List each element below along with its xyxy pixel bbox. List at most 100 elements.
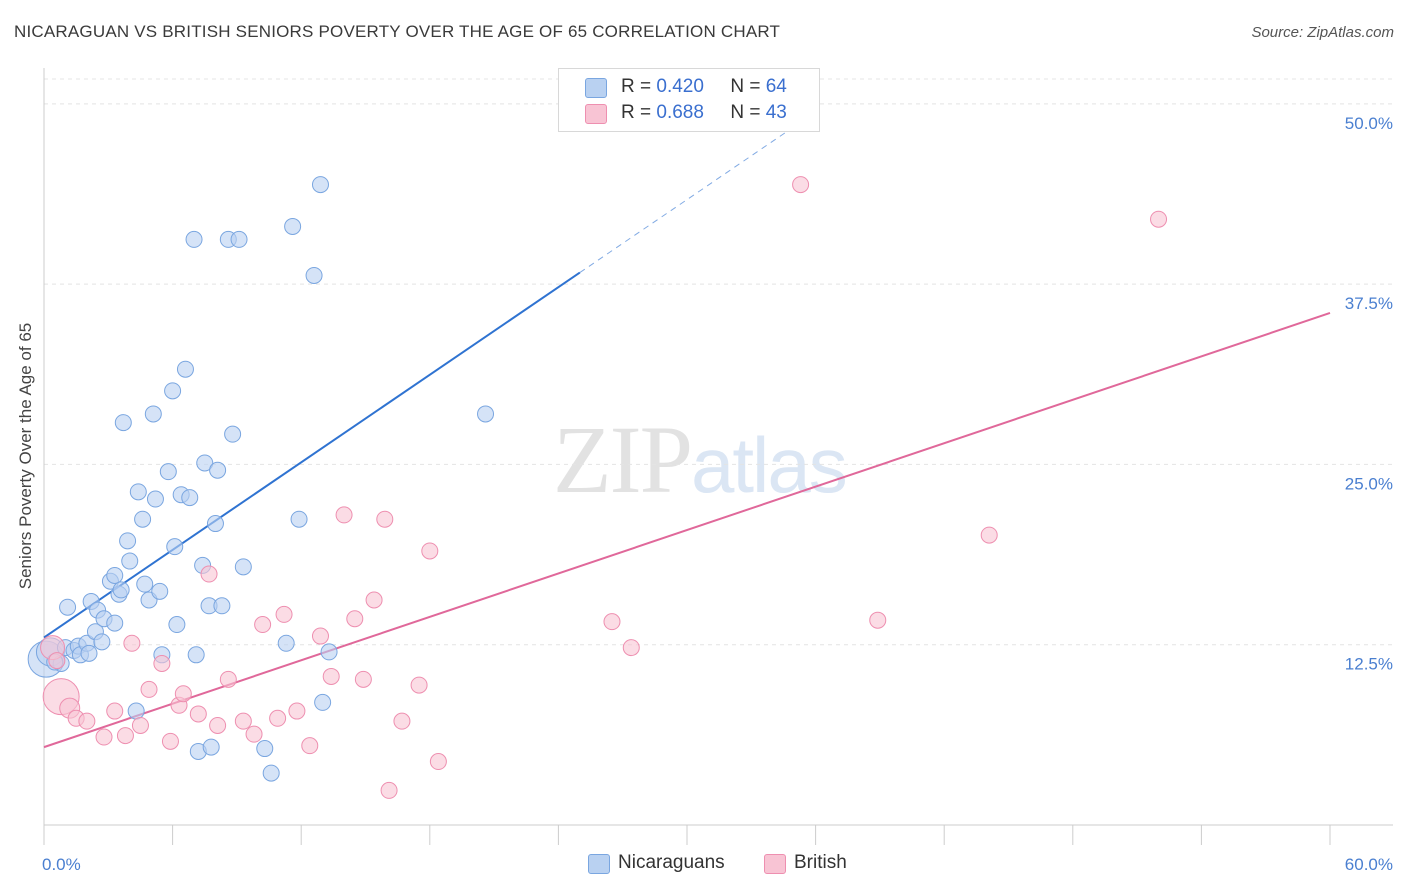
legend-r-label: R = — [621, 102, 652, 123]
nicaraguan-point — [166, 538, 184, 556]
y-axis-label: Seniors Poverty Over the Age of 65 — [16, 322, 35, 590]
british-point — [869, 611, 887, 629]
x-tick-label: 60.0% — [1345, 855, 1393, 874]
legend-n-label: N = — [730, 76, 761, 97]
legend-r-value: 0.688 — [656, 102, 704, 123]
british-point — [189, 705, 207, 723]
nicaraguan-point — [181, 489, 199, 507]
british-point — [245, 725, 263, 743]
nicaraguan-point — [112, 581, 130, 599]
british-point — [335, 506, 353, 524]
british-point — [234, 712, 252, 730]
nicaraguan-trendline — [43, 271, 581, 639]
nicaraguan-point — [209, 461, 227, 479]
nicaraguan-point — [185, 230, 203, 248]
british-trendline — [43, 312, 1331, 749]
legend-stats-british: R = 0.688 N = 43 — [621, 102, 787, 124]
nicaraguan-point — [277, 634, 295, 652]
nicaraguan-point — [146, 490, 164, 508]
british-point — [48, 652, 66, 670]
nicaraguan-point — [234, 558, 252, 576]
nicaraguan-point — [59, 598, 77, 616]
british-point — [153, 654, 171, 672]
nicaraguan-point — [114, 414, 132, 432]
legend-swatch-nicaraguans — [585, 78, 607, 98]
y-tick-label: 37.5% — [1345, 294, 1393, 313]
nicaraguan-point — [187, 646, 205, 664]
legend-r-label: R = — [621, 76, 652, 97]
nicaraguan-point — [284, 217, 302, 235]
point-layer — [27, 176, 1168, 799]
british-point — [254, 616, 272, 634]
british-point — [376, 510, 394, 528]
british-point — [131, 716, 149, 734]
nicaraguan-point — [202, 738, 220, 756]
nicaraguan-point — [262, 764, 280, 782]
tick-label-layer: 12.5% 25.0% 37.5% 50.0% 0.0% 60.0% — [42, 114, 1393, 874]
british-point — [219, 670, 237, 688]
british-point — [200, 565, 218, 583]
nicaraguan-point — [164, 382, 182, 400]
british-point — [275, 605, 293, 623]
nicaraguan-point — [106, 614, 124, 632]
british-point — [980, 526, 998, 544]
british-point — [322, 667, 340, 685]
nicaraguan-point — [256, 740, 274, 758]
nicaraguan-point — [134, 510, 152, 528]
source-label: Source: ZipAtlas.com — [1251, 24, 1394, 41]
chart-title: NICARAGUAN VS BRITISH SENIORS POVERTY OV… — [14, 22, 781, 41]
british-point — [106, 702, 124, 720]
trend-layer — [43, 111, 1331, 749]
legend-n-value: 43 — [765, 102, 787, 123]
series-legend: Nicaraguans British — [0, 852, 1406, 878]
legend-n-value: 64 — [765, 76, 787, 97]
legend-n-label: N = — [730, 102, 761, 123]
correlation-legend: R = 0.420 N = 64 R = 0.688 N = 43 — [558, 68, 820, 132]
watermark-atlas: atlas — [691, 421, 848, 509]
nicaraguan-point — [213, 597, 231, 615]
watermark-zip: ZIP — [553, 406, 693, 513]
british-point — [301, 737, 319, 755]
series-swatch-nicaraguans — [588, 854, 610, 874]
nicaraguan-point — [151, 582, 169, 600]
british-point — [354, 670, 372, 688]
legend-stats-nicaraguans: R = 0.420 N = 64 — [621, 76, 787, 98]
x-tick-label: 0.0% — [42, 855, 81, 874]
british-point — [380, 781, 398, 799]
british-point — [603, 613, 621, 631]
nicaraguan-point — [477, 405, 495, 423]
british-point — [393, 712, 411, 730]
british-point — [288, 702, 306, 720]
british-point — [161, 732, 179, 750]
series-label-british: British — [794, 852, 847, 873]
nicaraguan-point — [230, 230, 248, 248]
nicaraguan-point — [305, 266, 323, 284]
british-point — [410, 676, 428, 694]
nicaraguan-point — [314, 693, 332, 711]
british-point — [269, 709, 287, 727]
nicaraguan-point — [129, 483, 147, 501]
nicaraguan-point — [136, 575, 154, 593]
british-point — [140, 680, 158, 698]
nicaraguan-point — [196, 454, 214, 472]
nicaraguan-point — [80, 644, 98, 662]
nicaraguan-point — [121, 552, 139, 570]
watermark: ZIPatlas — [553, 404, 848, 515]
british-point — [421, 542, 439, 560]
nicaraguan-point — [206, 515, 224, 533]
nicaraguan-point — [320, 643, 338, 661]
nicaraguan-point — [290, 510, 308, 528]
y-tick-label: 50.0% — [1345, 114, 1393, 133]
nicaraguan-point — [144, 405, 162, 423]
british-point — [365, 591, 383, 609]
nicaraguan-point — [106, 566, 124, 584]
nicaraguan-point — [119, 532, 137, 550]
british-point — [792, 176, 810, 194]
nicaraguan-point — [311, 176, 329, 194]
nicaraguan-point — [159, 463, 177, 481]
y-tick-label: 12.5% — [1345, 655, 1393, 674]
british-point — [95, 728, 113, 746]
british-point — [622, 639, 640, 657]
british-point — [78, 712, 96, 730]
